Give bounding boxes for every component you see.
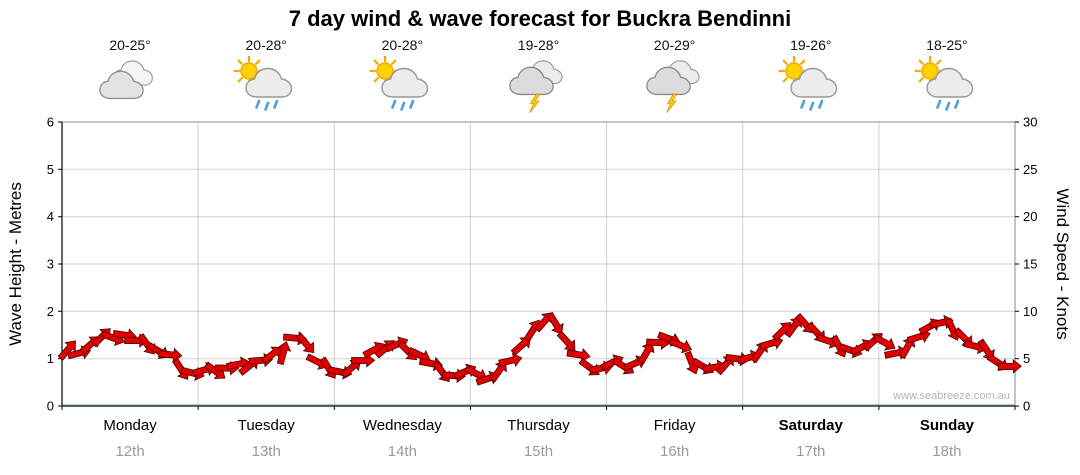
day-header: 19-26° [743, 36, 879, 119]
wind-arrow-series [57, 311, 1022, 386]
sun-showers-weather-icon [369, 56, 429, 111]
svg-text:30: 30 [1023, 115, 1037, 130]
day-header: 20-28° [334, 36, 470, 119]
svg-text:10: 10 [1023, 304, 1037, 319]
day-date-label: 18th [932, 443, 962, 460]
day-temp-range: 18-25° [926, 37, 968, 53]
day-temp-range: 20-29° [653, 37, 696, 53]
day-name-label: Monday [103, 417, 157, 434]
sun-showers-weather-icon [914, 56, 974, 111]
svg-text:3: 3 [47, 257, 54, 272]
svg-text:1: 1 [47, 351, 54, 366]
day-name-label: Saturday [778, 417, 843, 434]
svg-text:6: 6 [47, 115, 54, 130]
day-date-label: 13th [251, 443, 281, 460]
sun-showers-weather-icon [233, 56, 293, 111]
day-name-label: Tuesday [237, 417, 295, 434]
y-axis-label-left: Wave Height - Metres [6, 182, 25, 346]
svg-text:4: 4 [47, 209, 54, 224]
day-temp-range: 20-28° [381, 37, 424, 53]
day-date-label: 14th [387, 443, 417, 460]
day-date-label: 17th [796, 443, 826, 460]
svg-text:0: 0 [47, 399, 54, 414]
svg-text:5: 5 [1023, 351, 1030, 366]
svg-text:0: 0 [1023, 399, 1030, 414]
svg-text:5: 5 [47, 162, 54, 177]
day-date-label: 12th [115, 443, 145, 460]
day-header: 20-28° [198, 36, 334, 119]
day-header: 18-25° [879, 36, 1015, 119]
svg-text:20: 20 [1023, 209, 1037, 224]
day-header: 20-29° [607, 36, 743, 119]
page-title: 7 day wind & wave forecast for Buckra Be… [288, 6, 792, 31]
day-temp-range: 19-26° [790, 37, 832, 53]
day-date-label: 16th [660, 443, 690, 460]
day-name-label: Friday [653, 417, 696, 434]
day-name-label: Wednesday [362, 417, 442, 434]
cloudy-weather-icon [99, 60, 154, 100]
storm-weather-icon [645, 60, 700, 113]
svg-text:2: 2 [47, 304, 54, 319]
sun-showers-weather-icon [778, 56, 837, 111]
day-temp-range: 20-28° [245, 37, 287, 53]
day-temp-range: 20-25° [109, 37, 151, 53]
svg-text:15: 15 [1023, 257, 1037, 272]
day-temp-range: 19-28° [517, 37, 560, 53]
day-header: 19-28° [470, 36, 606, 119]
watermark: www.seabreeze.com.au [893, 390, 1010, 402]
day-date-label: 15th [523, 443, 554, 460]
svg-text:25: 25 [1023, 162, 1037, 177]
day-name-label: Sunday [919, 417, 974, 434]
day-header: 20-25° [62, 36, 198, 119]
y-axis-label-right: Wind Speed - Knots [1053, 188, 1072, 340]
storm-weather-icon [509, 60, 564, 113]
day-name-label: Thursday [507, 417, 570, 434]
